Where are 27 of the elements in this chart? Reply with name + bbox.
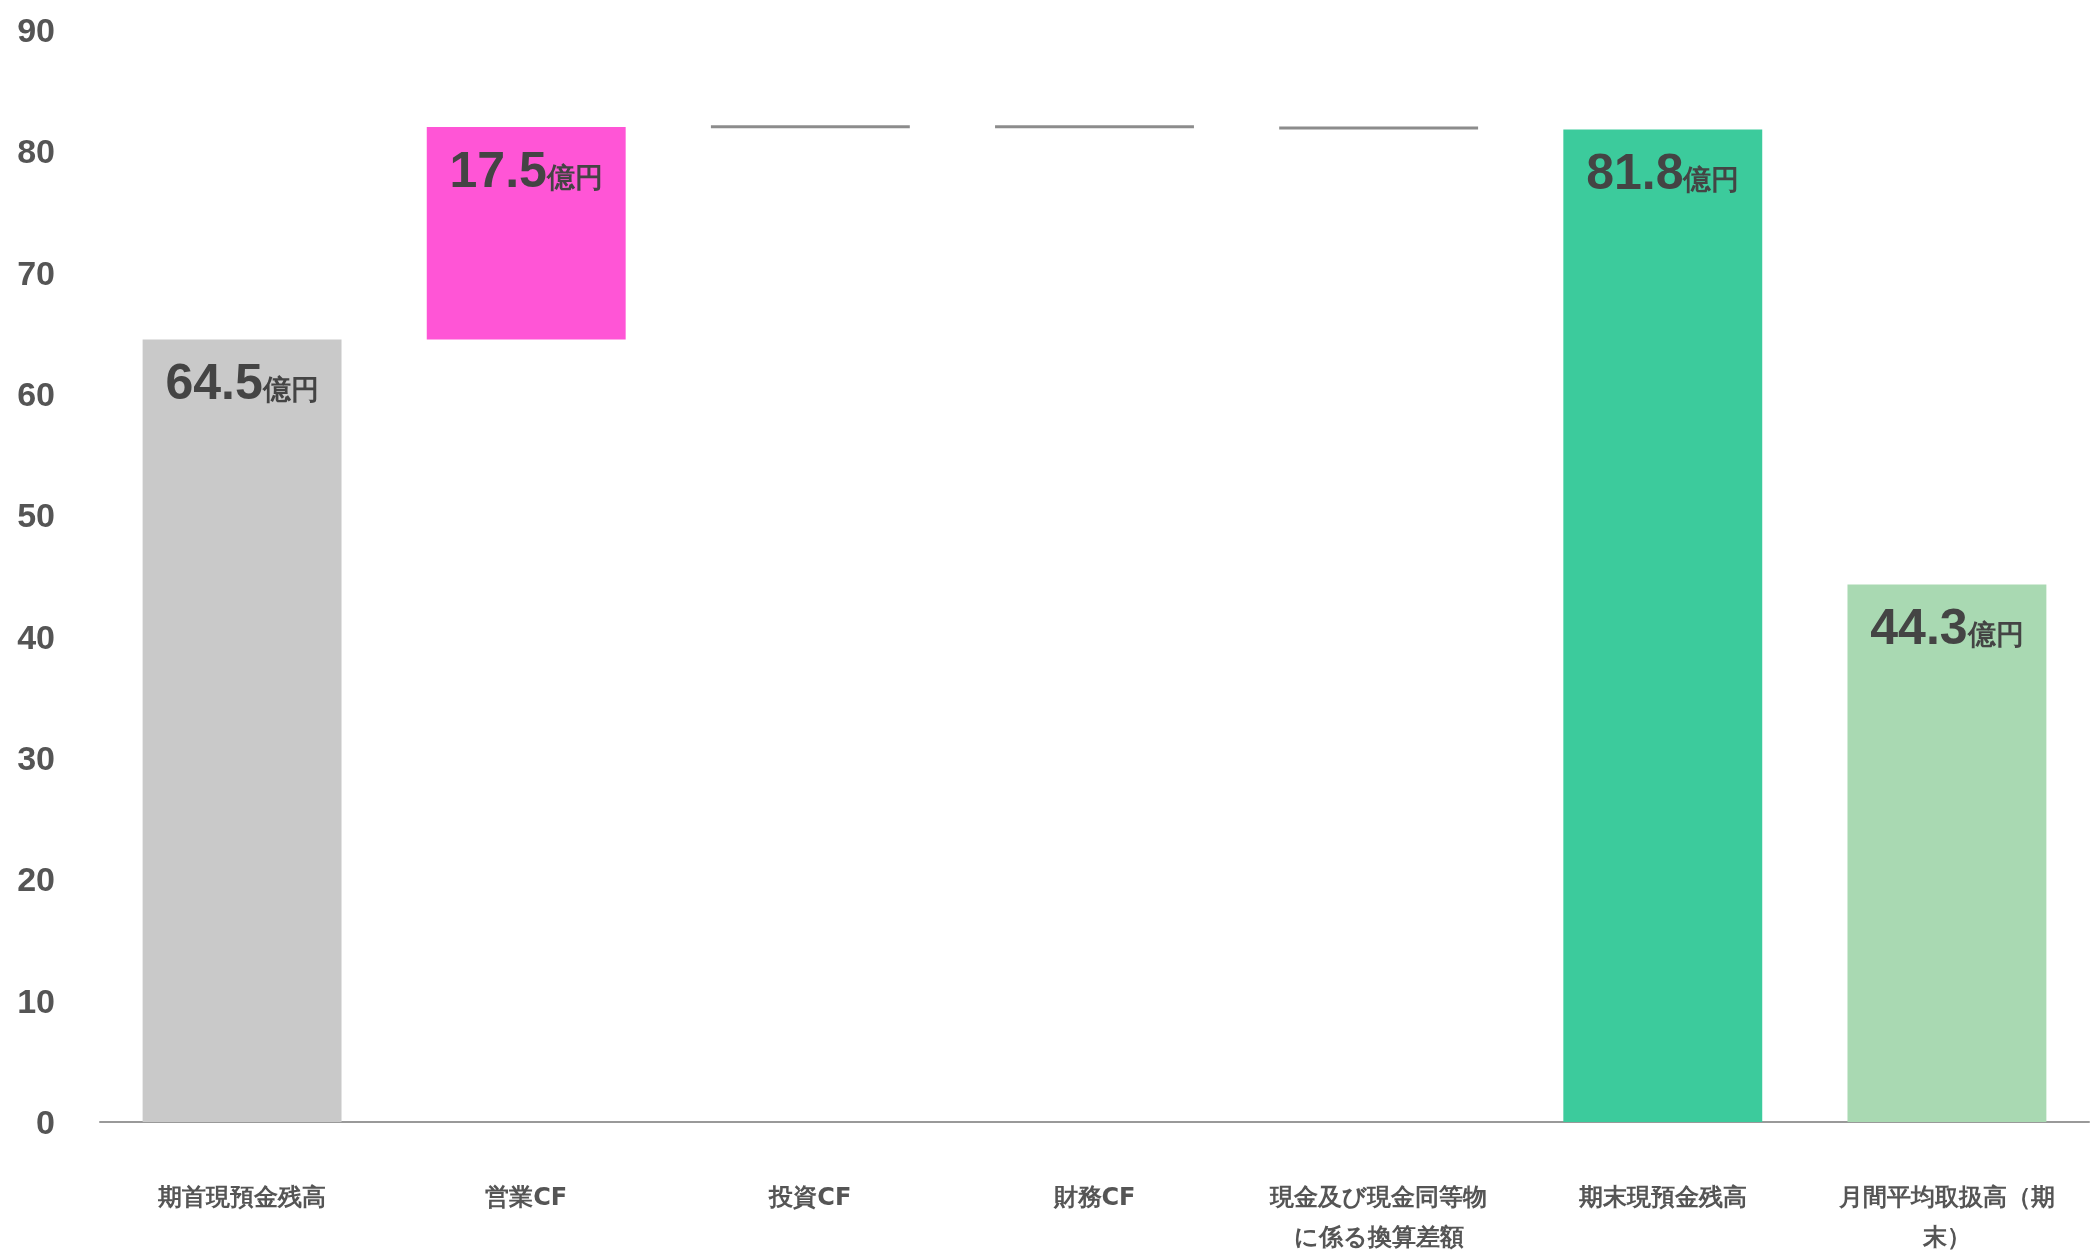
bar [426,127,626,340]
x-tick-label: 期首現預金残高 [157,1183,327,1211]
data-label: 17.5億円 [449,142,603,199]
y-tick-label: 90 [17,11,55,49]
y-tick-label: 60 [17,375,55,413]
x-tick-label: 期末現預金残高 [1577,1183,1747,1211]
y-tick-label: 20 [17,860,55,899]
y-tick-label: 30 [17,739,55,777]
y-tick-label: 40 [17,617,55,656]
y-tick-label: 70 [17,253,55,292]
x-tick-label: 投資CF [768,1183,852,1211]
bar [1279,126,1479,130]
x-tick-label: 財務CF [1052,1183,1136,1211]
x-tick-label: 月間平均取扱高（期末） [1837,1183,2055,1251]
y-tick-label: 10 [17,981,55,1020]
bar [1847,584,2047,1122]
data-label: 81.8億円 [1586,144,1740,201]
y-tick-label: 0 [36,1103,55,1141]
x-tick-label: 営業CF [485,1183,568,1211]
data-label: 64.5億円 [165,354,319,411]
bar [142,339,342,1122]
y-tick-label: 50 [17,496,55,535]
data-label: 44.3億円 [1870,599,2024,656]
y-tick-label: 80 [17,132,55,171]
x-tick-label: 現金及び現金同等物に係る換算差額 [1269,1183,1488,1251]
bar [710,125,910,129]
bar [1563,129,1763,1122]
